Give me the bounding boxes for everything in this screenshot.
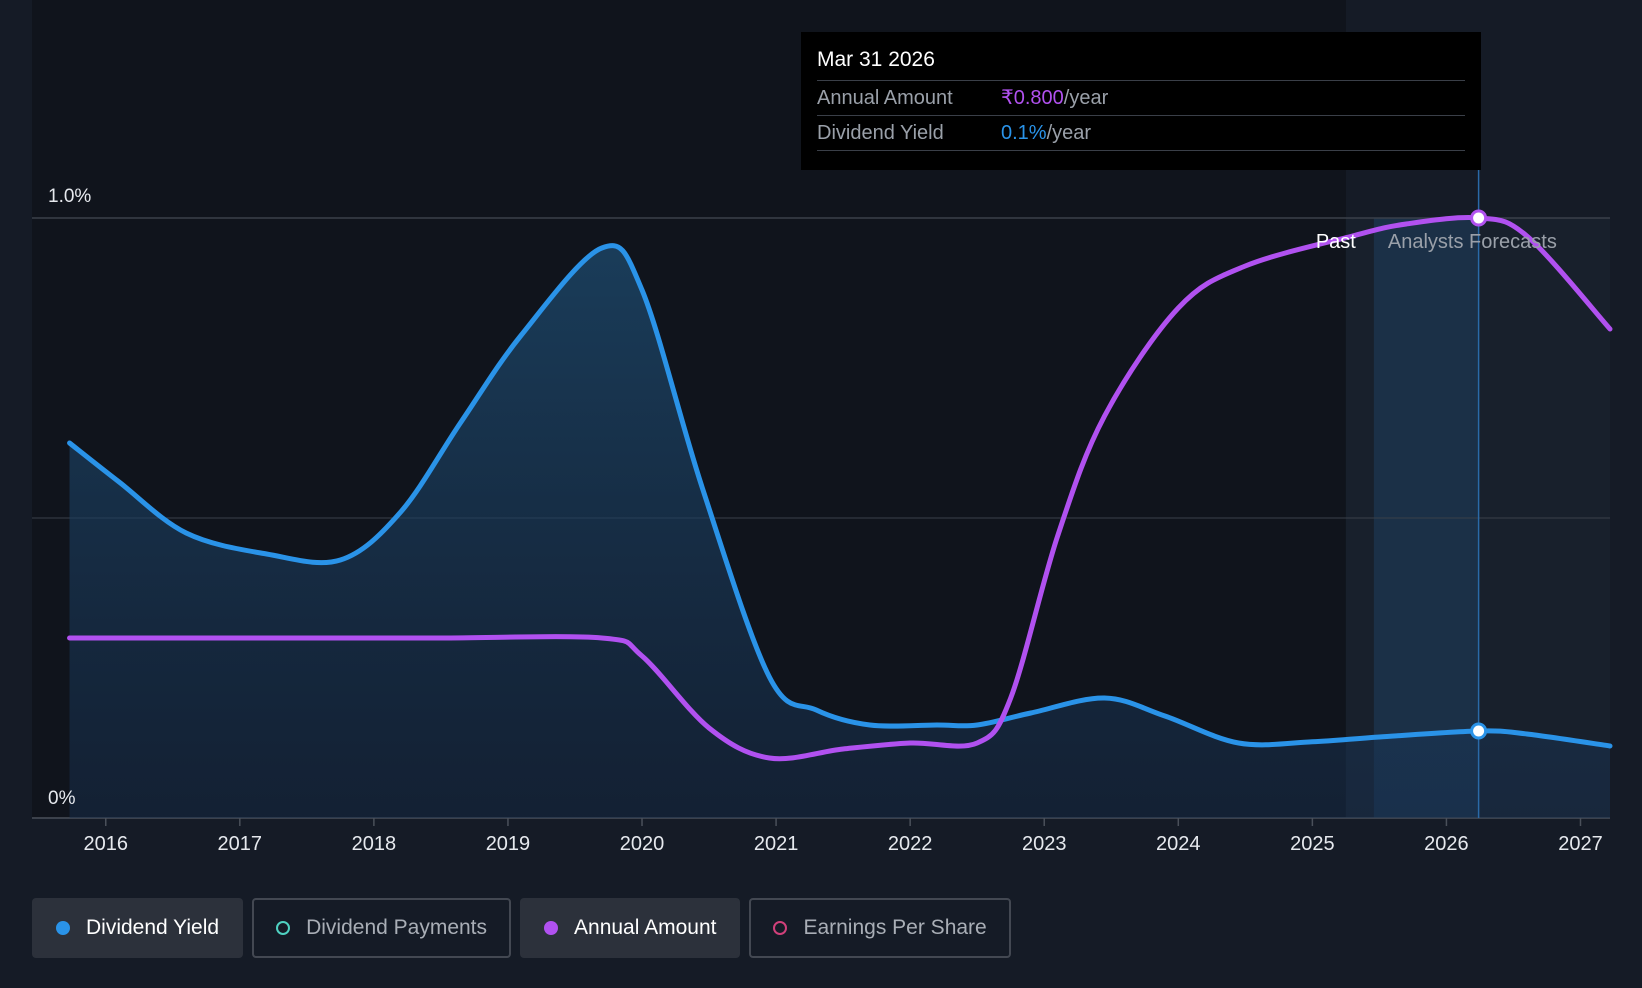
annual-amount-line[interactable]	[67, 215, 1613, 762]
x-tick-label: 2024	[1156, 833, 1201, 855]
x-tick-label: 2018	[352, 833, 397, 855]
x-tick-label: 2022	[888, 833, 933, 855]
tooltip-annual-row: Annual Amount ₹0.800 /year	[817, 81, 1465, 116]
x-tick-label: 2020	[620, 833, 665, 855]
legend-item-dividend-yield[interactable]: Dividend Yield	[32, 898, 244, 958]
x-tick-label: 2021	[754, 833, 799, 855]
legend-item-dividend-payments[interactable]: Dividend Payments	[252, 898, 512, 958]
y-tick-label: 0%	[48, 788, 76, 809]
analysts-forecasts-label: Analysts Forecasts	[1388, 231, 1557, 253]
legend-label: Annual Amount	[574, 916, 717, 939]
legend-label: Dividend Yield	[86, 916, 220, 939]
dividend-yield-marker	[1470, 722, 1488, 740]
y-tick-label: 1.0%	[48, 186, 91, 207]
tooltip-yield-row: Dividend Yield 0.1% /year	[817, 116, 1465, 151]
x-tick-label: 2016	[83, 833, 128, 855]
legend: Dividend Yield Dividend Payments Annual …	[32, 898, 1011, 958]
dividend-chart: 2016 2017 2018 2019 2020 2021 2022 2023 2024 2025…	[32, 32, 1613, 855]
dividend-yield-line[interactable]	[67, 243, 1613, 749]
annual-amount-dot-icon	[544, 921, 559, 935]
tooltip: Mar 31 2026 Annual Amount ₹0.800 /year D…	[801, 32, 1481, 170]
tooltip-yield-label: Dividend Yield	[817, 122, 944, 144]
past-label: Past	[1316, 231, 1356, 253]
x-tick-label: 2023	[1022, 833, 1067, 855]
tooltip-annual-label: Annual Amount	[817, 87, 953, 109]
x-tick-label: 2026	[1424, 833, 1469, 855]
legend-label: Earnings Per Share	[803, 916, 987, 939]
x-tick-label: 2027	[1558, 833, 1603, 855]
x-tick-label: 2025	[1290, 833, 1335, 855]
legend-item-annual-amount[interactable]: Annual Amount	[520, 898, 741, 958]
tooltip-annual-unit: /year	[1063, 87, 1109, 109]
dividend-yield-area	[69, 245, 1610, 818]
legend-label: Dividend Payments	[306, 916, 488, 939]
x-tick-label: 2019	[486, 833, 531, 855]
tooltip-yield-value: 0.1%	[1001, 122, 1047, 144]
dividend-yield-dot-icon	[56, 921, 70, 935]
dividend-payments-dot-icon	[276, 921, 291, 935]
annual-amount-marker	[1470, 209, 1488, 227]
tooltip-date: Mar 31 2026	[817, 46, 1465, 81]
tooltip-annual-value: ₹0.800	[1001, 87, 1064, 109]
x-tick-label: 2017	[218, 833, 263, 855]
legend-item-earnings-per-share[interactable]: Earnings Per Share	[749, 898, 1011, 958]
tooltip-yield-unit: /year	[1046, 122, 1092, 144]
earnings-per-share-dot-icon	[773, 921, 788, 935]
